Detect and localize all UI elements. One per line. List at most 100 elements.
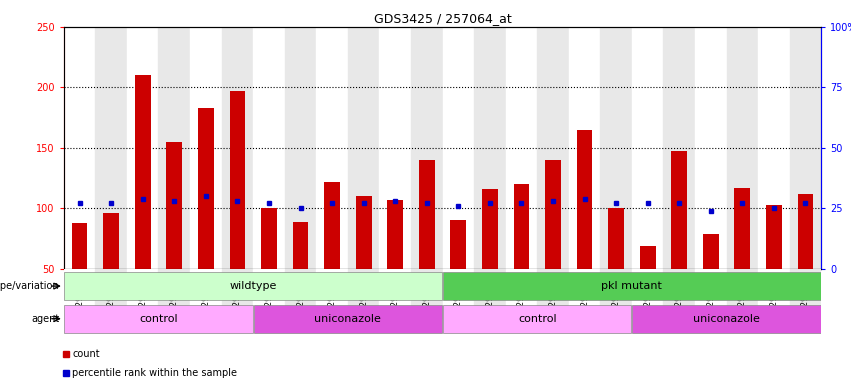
Bar [443,272,820,300]
Bar [253,27,285,269]
Text: GSM299327: GSM299327 [454,271,463,326]
Bar [411,27,443,269]
Bar [348,269,380,319]
Text: control: control [518,314,557,324]
Bar [790,27,821,269]
Text: percentile rank within the sample: percentile rank within the sample [72,368,237,378]
Bar [443,305,631,333]
Bar [158,269,190,319]
Text: count: count [72,349,100,359]
Bar [380,269,411,319]
Bar [348,27,380,269]
Text: GSM299329: GSM299329 [517,271,526,326]
Bar [380,27,411,269]
Bar [419,160,435,269]
Bar [65,272,442,300]
Bar [758,269,790,319]
Bar [254,305,442,333]
Text: pkl mutant: pkl mutant [602,281,662,291]
Bar [568,27,600,269]
Bar [734,188,751,269]
Bar [797,194,814,269]
Bar [387,200,403,269]
Text: GSM299335: GSM299335 [328,271,336,326]
Text: genotype/variation: genotype/variation [0,281,60,291]
Bar [664,269,695,319]
Text: GSM299330: GSM299330 [549,271,557,326]
Text: agent: agent [31,314,60,324]
Bar [537,27,568,269]
Text: GSM299338: GSM299338 [422,271,431,326]
Bar [695,269,727,319]
Text: GSM299339: GSM299339 [643,271,652,326]
Bar [443,269,474,319]
Bar [134,75,151,269]
Text: GSM299408: GSM299408 [738,271,747,326]
Bar [537,269,568,319]
Bar [632,305,820,333]
Text: uniconazole: uniconazole [693,314,760,324]
Bar [221,269,254,319]
Bar [95,27,127,269]
Bar [230,91,245,269]
Text: GSM299326: GSM299326 [233,271,242,326]
Text: GSM299340: GSM299340 [675,271,683,326]
Text: GSM299409: GSM299409 [769,271,779,326]
Bar [600,27,631,269]
Text: GDS3425 / 257064_at: GDS3425 / 257064_at [374,12,511,25]
Bar [64,27,95,269]
Bar [505,27,537,269]
Bar [190,269,221,319]
Bar [695,27,727,269]
Bar [671,151,687,269]
Text: GSM299323: GSM299323 [138,271,147,326]
Text: GSM299328: GSM299328 [485,271,494,326]
Bar [664,27,695,269]
Text: uniconazole: uniconazole [314,314,381,324]
Bar [608,208,624,269]
Bar [450,220,466,269]
Bar [198,108,214,269]
Bar [577,130,592,269]
Bar [71,223,88,269]
Bar [64,269,95,319]
Bar [167,142,182,269]
Text: GSM299322: GSM299322 [106,271,116,326]
Text: GSM299341: GSM299341 [706,271,715,326]
Bar [285,27,317,269]
Bar [727,269,758,319]
Bar [545,160,561,269]
Text: GSM299333: GSM299333 [265,271,273,326]
Text: control: control [140,314,178,324]
Bar [766,205,782,269]
Bar [293,222,308,269]
Bar [103,213,119,269]
Bar [703,234,718,269]
Bar [474,269,505,319]
Bar [640,246,655,269]
Bar [568,269,600,319]
Text: GSM299337: GSM299337 [391,271,400,326]
Text: GSM299321: GSM299321 [75,271,84,326]
Bar [513,184,529,269]
Text: wildtype: wildtype [230,281,277,291]
Bar [324,182,340,269]
Bar [261,208,277,269]
Text: GSM299324: GSM299324 [170,271,179,326]
Bar [727,27,758,269]
Bar [221,27,253,269]
Bar [65,305,253,333]
Bar [600,269,631,319]
Text: GSM299332: GSM299332 [612,271,620,326]
Bar [443,27,474,269]
Bar [474,27,505,269]
Bar [317,269,348,319]
Bar [127,269,158,319]
Bar [631,269,664,319]
Bar [95,269,127,319]
Bar [127,27,158,269]
Bar [356,196,372,269]
Text: GSM299325: GSM299325 [202,271,210,326]
Bar [253,269,285,319]
Bar [317,27,348,269]
